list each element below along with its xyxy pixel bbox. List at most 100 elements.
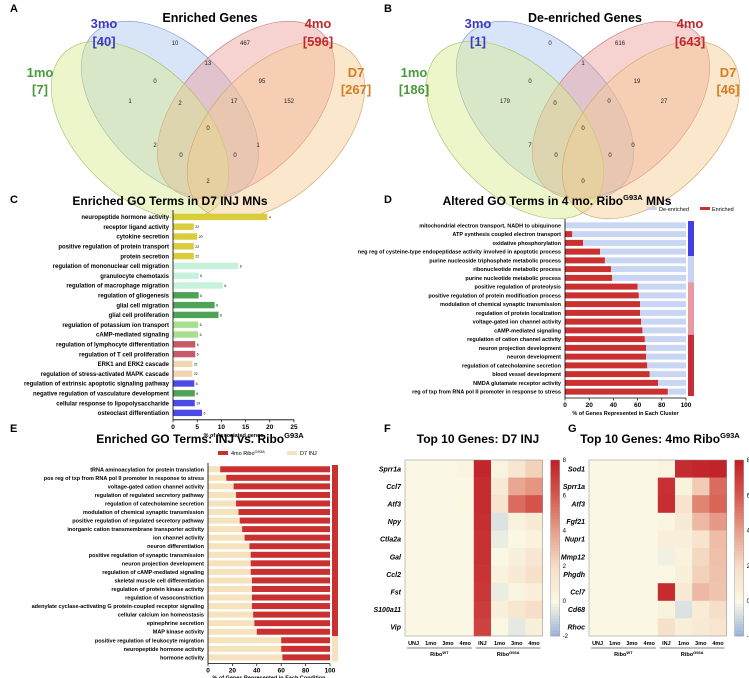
heat-cell	[491, 530, 509, 549]
legend-swatch-de-enriched	[647, 207, 657, 210]
bar-d7-inj	[208, 517, 240, 524]
heat-cell	[439, 512, 457, 531]
heat-cell	[525, 583, 543, 602]
x-tick-label: 40	[610, 402, 618, 409]
venn-set-total-4mo: [596]	[303, 34, 333, 49]
heat-cell	[623, 460, 641, 478]
data-label: 6	[200, 294, 202, 298]
category-label: neuropeptide hormone activity	[81, 215, 169, 221]
bar-de-enriched	[610, 266, 686, 273]
colorbar-step	[550, 574, 560, 578]
bar-d7-inj	[208, 509, 239, 516]
data-label: 6	[224, 284, 226, 288]
colorbar-border	[734, 459, 744, 637]
venn-set-total-d7: [46]	[716, 82, 739, 97]
bar-enriched	[565, 371, 650, 378]
heat-cell	[640, 512, 659, 531]
heat-cell	[675, 512, 693, 531]
row-label: Cd68	[568, 607, 585, 614]
heat-cell	[508, 530, 526, 549]
category-label: cAMP-mediated signaling	[494, 328, 561, 334]
column-label: 4mo	[460, 641, 472, 647]
heat-cell	[606, 583, 624, 602]
colorbar-step	[550, 577, 560, 581]
heat-cell	[640, 618, 659, 637]
heat-cell	[491, 618, 509, 637]
colorbar-step	[550, 609, 560, 613]
heat-cell	[606, 495, 624, 514]
cluster-bar	[688, 221, 694, 256]
venn-count: 0	[608, 153, 612, 159]
heat-cell	[422, 548, 440, 566]
chart-title-e: Enriched GO Terms: INJ vs. RiboG93A	[96, 431, 304, 446]
bar-de-enriched	[646, 344, 686, 351]
heat-cell	[491, 583, 509, 602]
row-label: Ccl2	[386, 572, 401, 579]
row-label: Atf3	[386, 502, 401, 509]
row-label: Atf3	[570, 502, 585, 509]
bar-d7-inj	[208, 466, 221, 473]
bar-enriched	[565, 257, 605, 264]
venn-count: 0	[553, 101, 557, 107]
colorbar-step	[734, 501, 744, 505]
row-label: Sod1	[568, 466, 585, 473]
heat-cell	[709, 530, 727, 549]
heat-cell	[709, 477, 727, 496]
category-label: adenylate cyclase-activating G protein-c…	[32, 604, 204, 610]
category-label: regulation of protein kinase activity	[111, 587, 205, 593]
row-label: Ccl7	[570, 590, 586, 597]
heat-cell	[589, 548, 607, 566]
colorbar-step	[734, 565, 744, 569]
category-label: neg reg of cysteine-type endopeptidase a…	[358, 250, 561, 256]
category-label: tRNA aminoacylation for protein translat…	[90, 467, 204, 473]
colorbar-step	[734, 609, 744, 613]
bar	[173, 380, 195, 387]
colorbar-step	[734, 633, 744, 637]
bar-de-enriched	[642, 327, 686, 334]
bar	[173, 331, 199, 338]
heat-cell	[508, 512, 526, 531]
panel-letter-c: C	[10, 194, 18, 206]
colorbar-step	[734, 627, 744, 631]
colorbar-step	[550, 621, 560, 625]
heat-cell	[525, 530, 543, 549]
heat-cell	[456, 477, 475, 496]
category-label: positive regulation of protein modificat…	[428, 293, 561, 299]
category-label: protein secretion	[120, 254, 169, 260]
colorbar-step	[550, 550, 560, 555]
colorbar-step	[550, 589, 560, 593]
bar-d7-inj	[208, 637, 282, 644]
bar	[173, 243, 194, 250]
colorbar-tick-label: -2	[747, 634, 749, 640]
heat-cell	[675, 477, 693, 496]
data-label: 22	[195, 245, 199, 249]
category-label: epinephrine secretion	[147, 621, 205, 627]
data-label: 19	[196, 402, 200, 406]
heat-cell	[692, 460, 710, 478]
bar	[173, 282, 223, 289]
venn-count: 0	[581, 126, 585, 132]
x-axis-label: % of Associated genes	[204, 433, 264, 439]
legend-label: D7 INJ	[300, 451, 317, 457]
venn-count: 2	[178, 101, 182, 107]
category-label: regulation of cation channel activity	[467, 337, 562, 343]
heat-cell	[657, 477, 676, 496]
venn-set-name-4mo: 4mo	[677, 16, 704, 31]
venn-set-total-1mo: [186]	[399, 82, 429, 97]
colorbar-step	[734, 589, 744, 593]
heat-cell	[456, 460, 475, 478]
bar-4mo-ribo	[250, 568, 330, 575]
venn-set-total-1mo: [7]	[32, 82, 48, 97]
category-label: granulocyte chemotaxis	[100, 274, 169, 280]
panel-letter-e: E	[10, 423, 17, 435]
category-label: MAP kinase activity	[153, 630, 205, 636]
bar-d7-inj	[208, 474, 227, 481]
bar-enriched	[565, 379, 659, 386]
colorbar-step	[550, 515, 560, 520]
chart-altered-go-4mo: De-enriched Enriched mitochondrial electro…	[358, 207, 734, 417]
venn-count: 467	[240, 41, 251, 47]
column-label: 1mo	[609, 641, 621, 647]
colorbar-step	[550, 630, 560, 634]
heat-cell	[439, 477, 457, 496]
bar-d7-inj	[208, 611, 254, 618]
